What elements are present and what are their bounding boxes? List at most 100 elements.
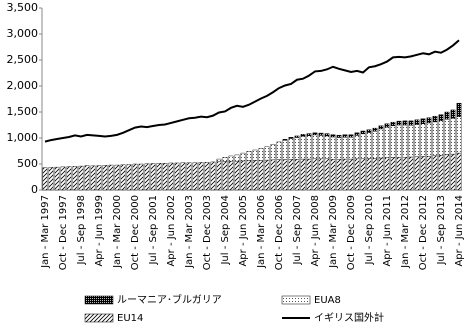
bar-segment xyxy=(228,155,234,162)
line-series xyxy=(44,39,460,143)
bar-segment xyxy=(204,161,210,191)
bar-segment xyxy=(324,158,330,191)
x-tick-label: Oct - Dec 2012 xyxy=(418,195,429,270)
bar-segment xyxy=(438,120,444,156)
bar-segment xyxy=(84,165,90,191)
legend-swatch xyxy=(84,295,114,305)
x-tick-label: Jul - Sep 1998 xyxy=(76,195,87,266)
bar-segment xyxy=(138,163,144,191)
bar-segment xyxy=(294,135,300,138)
bar-segment xyxy=(282,140,288,160)
bar-segment xyxy=(348,158,354,191)
bar-segment xyxy=(186,162,192,191)
bar-segment xyxy=(294,137,300,160)
bar-segment xyxy=(90,165,96,191)
bar-segment xyxy=(402,120,408,126)
bar-segment xyxy=(240,152,246,162)
bar-segment xyxy=(270,159,276,191)
bar-segment xyxy=(288,138,294,160)
y-tick-label: 3,500 xyxy=(7,1,39,14)
bar-segment xyxy=(306,158,312,191)
x-tick-label: Jan - Mar 2012 xyxy=(400,195,411,269)
bar-segment xyxy=(450,153,456,191)
y-tick-label: 2,000 xyxy=(7,79,39,92)
bar-segment xyxy=(312,134,318,160)
bar-segment xyxy=(318,135,324,159)
x-tick-label: Apr - Jun 2005 xyxy=(238,195,249,267)
x-tick-label: Jul - Sep 2010 xyxy=(364,195,375,266)
bar-segment xyxy=(396,124,402,158)
bar-segment xyxy=(312,158,318,191)
bar-segment xyxy=(306,133,312,136)
bar-segment xyxy=(126,164,132,191)
bar-segment xyxy=(336,137,342,160)
bar-segment xyxy=(354,135,360,159)
bar-segment xyxy=(378,157,384,191)
x-tick-label: Jan - Mar 1997 xyxy=(40,195,51,269)
x-tick-label: Oct - Dec 2006 xyxy=(274,195,285,270)
bar-segment xyxy=(390,125,396,158)
x-tick-label: Jan - Mar 2000 xyxy=(112,195,123,269)
bar-segment xyxy=(396,120,402,126)
bar-segment xyxy=(366,129,372,133)
bar-segment xyxy=(420,123,426,157)
bar-segment xyxy=(360,133,366,159)
bar-segment xyxy=(366,132,372,159)
bar-segment xyxy=(342,137,348,160)
bar-segment xyxy=(414,119,420,125)
bar-segment xyxy=(378,125,384,130)
bar-segment xyxy=(216,161,222,191)
bar-segment xyxy=(222,161,228,191)
bar-segment xyxy=(144,163,150,191)
bar-segment xyxy=(324,133,330,137)
bar-segment xyxy=(246,151,252,161)
bar-segment xyxy=(174,162,180,191)
bar-segment xyxy=(384,126,390,158)
legend-label: EUA8 xyxy=(314,295,341,306)
bar-segment xyxy=(330,136,336,160)
legend-label: イギリス国外計 xyxy=(314,311,384,324)
bar-segment xyxy=(324,135,330,159)
x-tick-label: Jul - Sep 2001 xyxy=(148,195,159,266)
bar-segment xyxy=(408,125,414,158)
legend-label: EU14 xyxy=(117,313,143,324)
bar-segment xyxy=(372,127,378,132)
x-tick-label: Apr - Jun 2008 xyxy=(310,195,321,267)
bar-segment xyxy=(366,158,372,191)
bar-segment xyxy=(42,167,48,191)
bar-segment xyxy=(240,160,246,191)
legend-swatch xyxy=(84,313,114,323)
bar-segment xyxy=(456,102,462,117)
bar-segment xyxy=(396,157,402,191)
bar-segment xyxy=(444,111,450,120)
bar-segment xyxy=(312,132,318,136)
bar-segment xyxy=(456,116,462,154)
bar-segment xyxy=(342,134,348,138)
bar-segment xyxy=(456,152,462,191)
bar-segment xyxy=(108,164,114,191)
bar-segment xyxy=(318,132,324,136)
legend-swatch xyxy=(281,295,311,305)
bar-segment xyxy=(348,137,354,160)
bar-segment xyxy=(198,162,204,191)
bar-segment xyxy=(258,160,264,191)
bar-segment xyxy=(420,156,426,191)
bar-segment xyxy=(270,144,276,161)
bar-segment xyxy=(306,135,312,160)
bar-segment xyxy=(300,134,306,137)
bar-segment xyxy=(336,159,342,191)
bar-segment xyxy=(264,159,270,191)
bar-segment xyxy=(216,158,222,162)
bar-segment xyxy=(450,109,456,119)
bar-segment xyxy=(300,135,306,160)
bar-segment xyxy=(432,121,438,156)
bar-segment xyxy=(114,164,120,191)
bar-segment xyxy=(288,159,294,191)
bar-segment xyxy=(408,156,414,191)
x-tick-label: Jan - Mar 2006 xyxy=(256,195,267,269)
x-tick-label: Jan - Mar 2003 xyxy=(184,195,195,269)
bar-segment xyxy=(54,166,60,191)
bar-segment xyxy=(420,118,426,124)
bar-segment xyxy=(390,157,396,191)
x-tick-label: Oct - Dec 2000 xyxy=(130,195,141,270)
